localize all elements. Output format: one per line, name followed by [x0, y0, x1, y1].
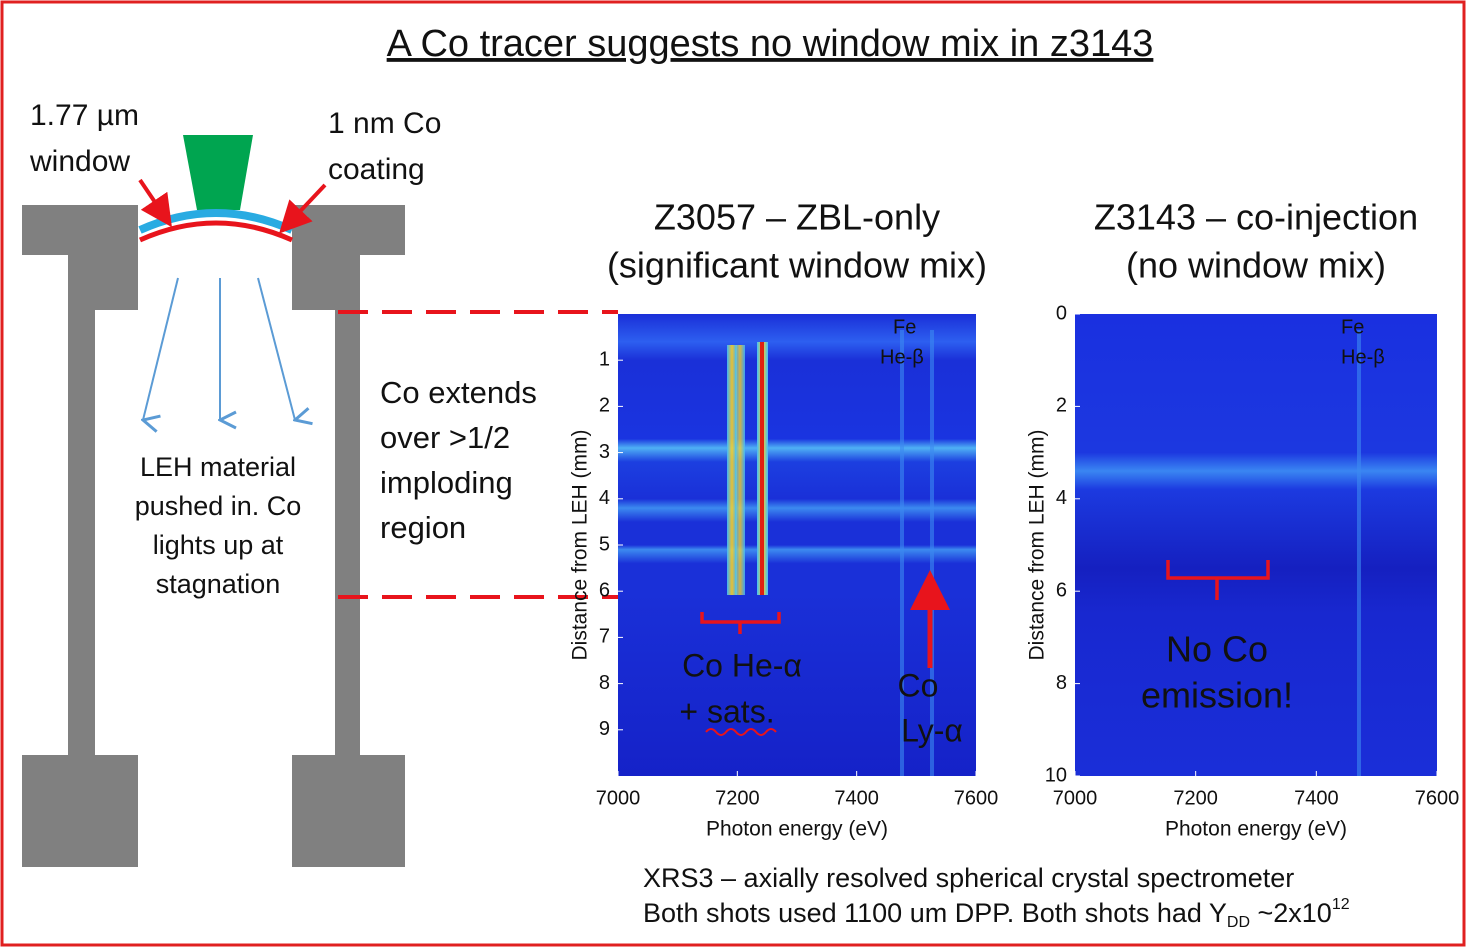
y-axis-label: Distance from LEH (mm) — [569, 429, 592, 660]
window-label: window — [29, 145, 130, 178]
y-tick-label: 9 — [599, 718, 610, 740]
plot-title: Z3057 – ZBL-only — [654, 197, 940, 238]
annotation: Ly-α — [901, 712, 963, 748]
y-tick-label: 7 — [599, 626, 610, 648]
y-tick-label: 8 — [1056, 672, 1067, 694]
x-tick-label: 7000 — [1053, 787, 1098, 809]
plot-title: (no window mix) — [1126, 245, 1386, 286]
x-tick-label: 7400 — [834, 787, 879, 809]
annotation: He-β — [1341, 346, 1385, 368]
annotation: Fe — [893, 316, 916, 338]
x-tick-label: 7200 — [1173, 787, 1218, 809]
annotation: No Co — [1166, 629, 1268, 670]
y-tick-label: 0 — [1056, 302, 1067, 324]
pointer — [279, 183, 327, 234]
x-tick-label: 7600 — [954, 787, 999, 809]
hohlraum — [22, 205, 405, 867]
spectrum-image — [1075, 314, 1437, 776]
y-tick-label: 6 — [599, 579, 610, 601]
annotation: Co — [898, 667, 939, 703]
y-tick-label: 8 — [599, 672, 610, 694]
pointer — [138, 178, 172, 228]
brackets — [700, 560, 1270, 634]
footer-text: Both shots used 1100 um DPP. Both shots … — [643, 898, 1227, 928]
leh-label: LEH material — [140, 452, 296, 482]
y-tick-label: 2 — [1056, 395, 1067, 417]
extent-label: Co extends — [380, 375, 537, 410]
footer-line: Both shots used 1100 um DPP. Both shots … — [643, 896, 1350, 931]
x-tick-label: 7000 — [596, 787, 641, 809]
y-tick-label: 5 — [599, 533, 610, 555]
y-tick-label: 6 — [1056, 579, 1067, 601]
y-tick-label: 2 — [599, 395, 610, 417]
spectral-line — [1357, 330, 1361, 776]
slide-title: A Co tracer suggests no window mix in z3… — [387, 23, 1154, 65]
leh-label: stagnation — [156, 569, 281, 599]
leh-label: lights up at — [153, 530, 284, 560]
y-tick-label: 4 — [1056, 487, 1067, 509]
y-tick-label: 3 — [599, 441, 610, 463]
extent-lines — [338, 310, 760, 599]
annotation: Fe — [1341, 316, 1364, 338]
window-label: 1.77 µm — [30, 99, 139, 132]
annotation: + sats. — [679, 693, 774, 729]
plot-title: Z3143 – co-injection — [1094, 197, 1418, 238]
y-tick-label: 1 — [599, 348, 610, 370]
y-tick-label: 4 — [599, 487, 610, 509]
y-axis-label: Distance from LEH (mm) — [1026, 429, 1049, 660]
annotation: emission! — [1141, 675, 1293, 716]
coating-label: 1 nm Co — [328, 107, 441, 140]
y-tick-label: 10 — [1045, 764, 1067, 786]
laser — [183, 135, 253, 210]
footer-line: XRS3 – axially resolved spherical crysta… — [643, 863, 1294, 893]
extent-label: over >1/2 — [380, 420, 510, 455]
x-axis-label: Photon energy (eV) — [1165, 818, 1347, 841]
x-tick-label: 7600 — [1415, 787, 1460, 809]
spectrum-image — [618, 314, 976, 776]
spectral-lines — [727, 330, 934, 776]
footer-text: ~2x10 — [1250, 898, 1332, 928]
annotation: Co He-α — [682, 647, 802, 683]
footer-sup: 12 — [1332, 896, 1350, 913]
plot-title: (significant window mix) — [607, 245, 987, 286]
extent-label: region — [380, 510, 466, 545]
x-tick-label: 7200 — [715, 787, 760, 809]
leh-label: pushed in. Co — [135, 491, 302, 521]
extent-label: imploding — [380, 465, 513, 500]
x-tick-label: 7400 — [1294, 787, 1339, 809]
squiggle — [705, 728, 777, 736]
material-arrows — [143, 277, 295, 420]
footer-sub: DD — [1227, 914, 1250, 931]
x-axis-label: Photon energy (eV) — [706, 818, 888, 841]
coating-label: coating — [328, 153, 425, 186]
annotation: He-β — [880, 346, 924, 368]
co-coating — [138, 220, 294, 243]
